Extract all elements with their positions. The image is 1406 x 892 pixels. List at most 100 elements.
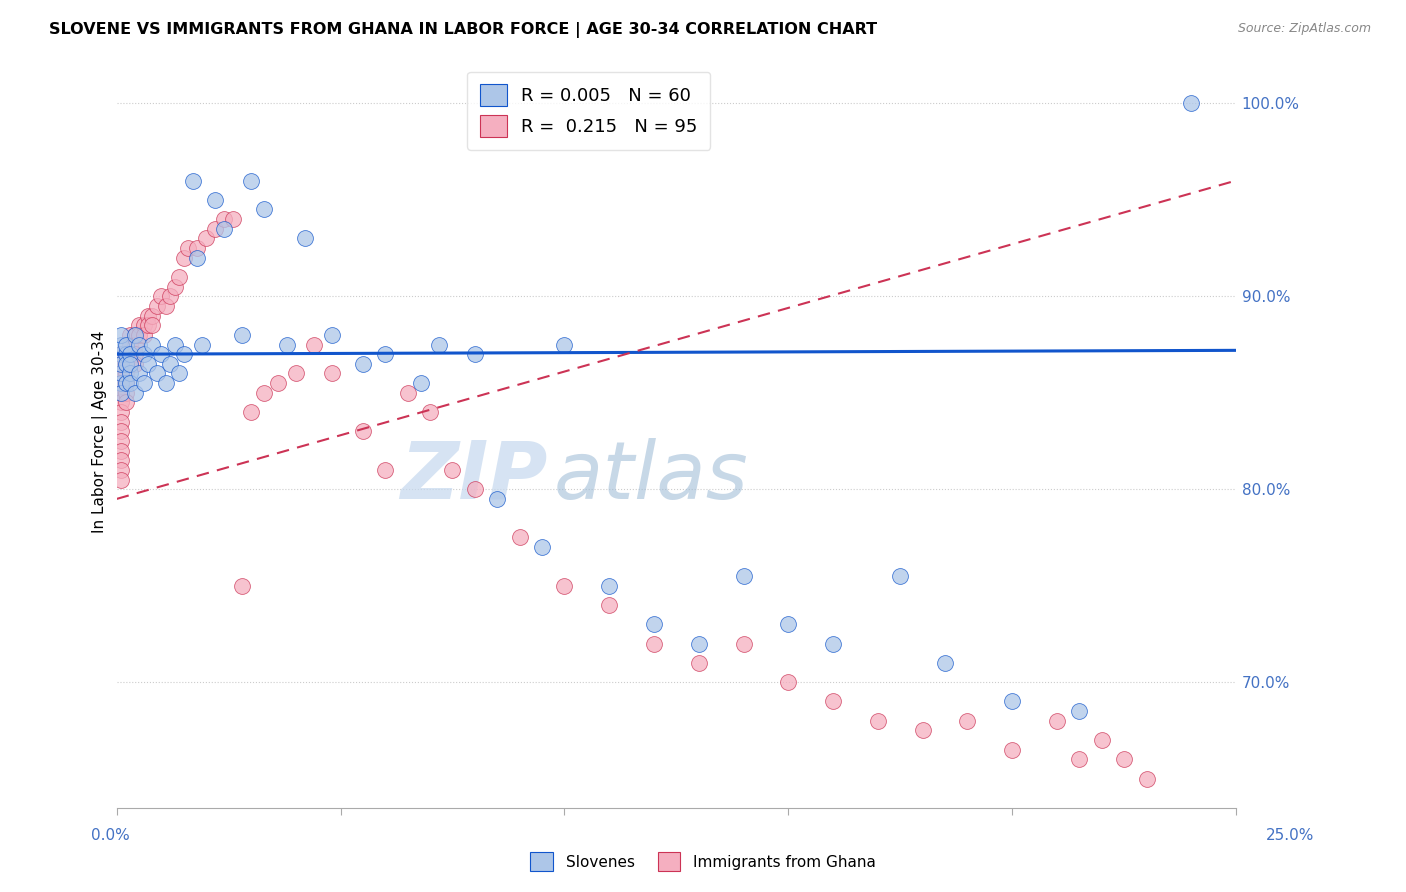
Point <box>124 357 146 371</box>
Point <box>110 347 132 361</box>
Point <box>823 637 845 651</box>
Point <box>177 241 200 255</box>
Point <box>110 367 132 381</box>
Point <box>1114 752 1136 766</box>
Point <box>110 347 132 361</box>
Point <box>120 347 142 361</box>
Point <box>352 357 374 371</box>
Point <box>128 367 150 381</box>
Point <box>276 337 298 351</box>
Point <box>352 425 374 439</box>
Point <box>110 357 132 371</box>
Legend: Slovenes, Immigrants from Ghana: Slovenes, Immigrants from Ghana <box>524 847 882 877</box>
Point <box>911 723 934 738</box>
Point <box>733 637 755 651</box>
Point <box>132 347 155 361</box>
Point <box>132 327 155 342</box>
Point <box>240 405 263 419</box>
Point <box>110 347 132 361</box>
Point <box>136 318 159 333</box>
Point <box>114 357 136 371</box>
Text: 0.0%: 0.0% <box>91 828 131 843</box>
Point <box>110 327 132 342</box>
Point <box>155 299 177 313</box>
Point <box>110 385 132 400</box>
Point <box>114 376 136 391</box>
Text: Source: ZipAtlas.com: Source: ZipAtlas.com <box>1237 22 1371 36</box>
Point <box>321 327 343 342</box>
Point <box>643 637 665 651</box>
Point <box>778 675 800 690</box>
Point <box>110 357 132 371</box>
Point <box>110 376 132 391</box>
Point <box>110 357 132 371</box>
Point <box>464 482 486 496</box>
Point <box>186 241 208 255</box>
Point <box>163 279 186 293</box>
Point <box>598 598 620 612</box>
Point <box>110 395 132 409</box>
Point <box>124 347 146 361</box>
Point <box>110 434 132 448</box>
Point <box>110 367 132 381</box>
Point <box>141 309 163 323</box>
Point <box>110 357 132 371</box>
Point <box>204 193 226 207</box>
Point <box>181 173 204 187</box>
Point <box>598 579 620 593</box>
Point <box>411 376 433 391</box>
Point <box>110 337 132 351</box>
Point <box>110 347 132 361</box>
Text: 25.0%: 25.0% <box>1267 828 1315 843</box>
Legend: R = 0.005   N = 60, R =  0.215   N = 95: R = 0.005 N = 60, R = 0.215 N = 95 <box>467 71 710 150</box>
Point <box>1180 96 1202 111</box>
Point <box>114 347 136 361</box>
Point <box>486 491 509 506</box>
Point <box>110 443 132 458</box>
Point <box>146 367 169 381</box>
Point <box>110 357 132 371</box>
Point <box>1069 752 1091 766</box>
Point <box>231 327 253 342</box>
Point <box>141 318 163 333</box>
Point <box>866 714 889 728</box>
Point <box>124 337 146 351</box>
Point <box>110 376 132 391</box>
Point <box>132 318 155 333</box>
Point <box>150 289 173 303</box>
Point <box>294 231 316 245</box>
Point <box>146 299 169 313</box>
Point <box>150 347 173 361</box>
Point <box>733 569 755 583</box>
Point <box>120 337 142 351</box>
Point <box>778 617 800 632</box>
Point <box>169 270 191 285</box>
Point <box>120 367 142 381</box>
Point <box>114 367 136 381</box>
Point <box>110 385 132 400</box>
Point <box>114 395 136 409</box>
Point <box>374 463 396 477</box>
Point <box>110 347 132 361</box>
Point <box>1001 694 1024 708</box>
Point <box>110 347 132 361</box>
Point <box>110 425 132 439</box>
Point <box>141 337 163 351</box>
Point <box>302 337 325 351</box>
Point <box>1046 714 1069 728</box>
Point <box>114 376 136 391</box>
Point <box>240 173 263 187</box>
Point <box>1091 733 1114 747</box>
Point <box>553 337 575 351</box>
Point <box>173 347 195 361</box>
Point <box>1135 772 1157 786</box>
Point <box>159 289 181 303</box>
Point <box>212 221 235 235</box>
Point <box>204 221 226 235</box>
Point <box>110 453 132 467</box>
Point <box>374 347 396 361</box>
Point <box>128 318 150 333</box>
Point <box>128 327 150 342</box>
Point <box>169 367 191 381</box>
Point <box>284 367 307 381</box>
